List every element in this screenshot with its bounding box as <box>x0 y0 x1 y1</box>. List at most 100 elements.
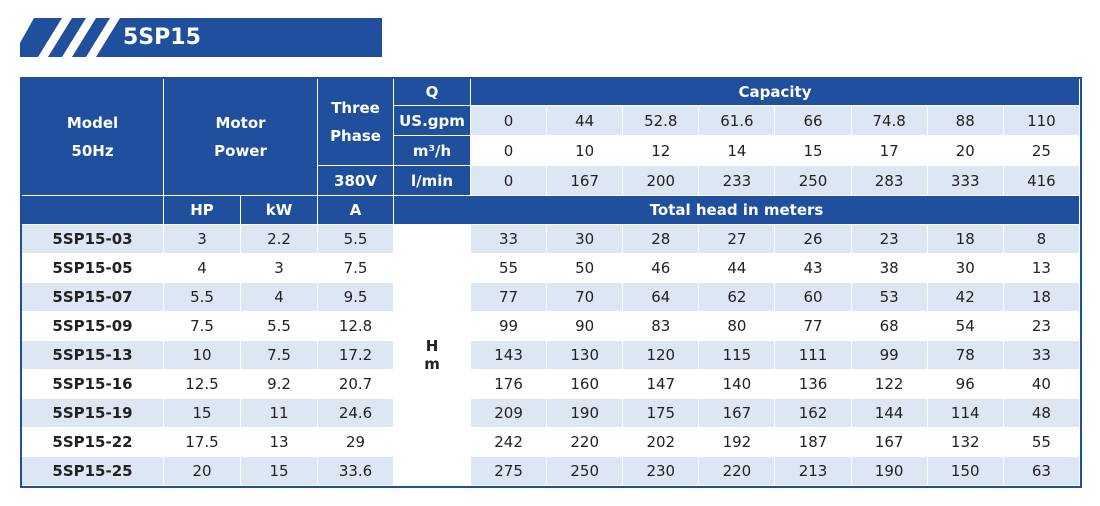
kw-value: 5.5 <box>241 312 319 341</box>
flow-value: 333 <box>927 166 1004 196</box>
h-unit-line: H <box>425 337 439 355</box>
head-value: 99 <box>471 312 548 341</box>
head-value: 27 <box>699 225 776 254</box>
flow-value: 167 <box>547 166 624 196</box>
flow-value: 0 <box>471 136 548 166</box>
head-value: 111 <box>775 341 852 370</box>
head-value: 192 <box>699 428 776 457</box>
head-value: 220 <box>547 428 624 457</box>
blank-header <box>22 196 164 225</box>
a-value: 7.5 <box>318 254 395 283</box>
head-value: 63 <box>1003 457 1080 486</box>
table-row: 5SP15-25 20 15 33.6 275 250 230 220 213 190 150 63 <box>22 457 1080 486</box>
head-value: 8 <box>1003 225 1080 254</box>
head-value: 50 <box>547 254 624 283</box>
head-value: 48 <box>1003 399 1080 428</box>
head-value: 99 <box>851 341 928 370</box>
kw-value: 13 <box>241 428 319 457</box>
flow-value: 0 <box>471 166 548 196</box>
head-value: 136 <box>775 370 852 399</box>
model-name: 5SP15-07 <box>22 283 164 312</box>
flow-value: 74.8 <box>851 106 928 136</box>
head-value: 213 <box>775 457 852 486</box>
voltage-header: 380V <box>318 166 395 196</box>
head-value: 64 <box>623 283 700 312</box>
table-row: 5SP15-05 4 3 7.5 55 50 46 44 43 38 30 13 <box>22 254 1080 283</box>
head-value: 18 <box>927 225 1004 254</box>
head-value: 115 <box>699 341 776 370</box>
spec-table: Model 50Hz Motor Power Three Phase Q Capacity US… <box>20 77 1082 488</box>
flow-value: 416 <box>1003 166 1080 196</box>
head-value: 70 <box>547 283 624 312</box>
total-head-header: Total head in meters <box>394 196 1080 225</box>
head-value: 54 <box>927 312 1004 341</box>
head-value: 96 <box>927 370 1004 399</box>
kw-value: 15 <box>241 457 319 486</box>
a-value: 33.6 <box>318 457 395 486</box>
flow-value: 110 <box>1003 106 1080 136</box>
phase-header: Three Phase <box>318 79 395 166</box>
hp-value: 10 <box>164 341 241 370</box>
table-row: 5SP15-22 17.5 13 29 242 220 202 192 187 167 132 55 <box>22 428 1080 457</box>
flow-unit: US.gpm <box>394 106 472 136</box>
hp-value: 17.5 <box>164 428 241 457</box>
a-header: A <box>318 196 395 225</box>
head-value: 77 <box>775 312 852 341</box>
flow-value: 66 <box>775 106 852 136</box>
hp-value: 15 <box>164 399 241 428</box>
flow-value: 14 <box>699 136 776 166</box>
table-row: US.gpm 0 44 52.8 61.6 66 74.8 88 110 <box>22 106 1080 136</box>
flow-value: 88 <box>927 106 1004 136</box>
head-value: 187 <box>775 428 852 457</box>
flow-unit: l/min <box>394 166 472 196</box>
head-value: 144 <box>851 399 928 428</box>
kw-header: kW <box>241 196 319 225</box>
capacity-header: Capacity <box>471 79 1080 106</box>
motor-header-line: Power <box>214 142 267 160</box>
h-unit-line: m <box>424 355 440 373</box>
head-value: 33 <box>471 225 548 254</box>
table-row: 5SP15-13 10 7.5 17.2 143 130 120 115 111 99 78 33 <box>22 341 1080 370</box>
head-value: 275 <box>471 457 548 486</box>
table-row: 380V l/min 0 167 200 233 250 283 333 416 <box>22 166 1080 196</box>
head-value: 150 <box>927 457 1004 486</box>
phase-header-line: Three <box>331 99 380 117</box>
head-value: 28 <box>623 225 700 254</box>
model-name: 5SP15-16 <box>22 370 164 399</box>
head-value: 140 <box>699 370 776 399</box>
head-value: 176 <box>471 370 548 399</box>
head-value: 147 <box>623 370 700 399</box>
flow-value: 44 <box>547 106 624 136</box>
table-row: 5SP15-19 15 11 24.6 209 190 175 167 162 144 114 48 <box>22 399 1080 428</box>
kw-value: 2.2 <box>241 225 319 254</box>
a-value: 12.8 <box>318 312 395 341</box>
flow-value: 200 <box>623 166 700 196</box>
head-value: 23 <box>851 225 928 254</box>
head-value: 55 <box>1003 428 1080 457</box>
model-name: 5SP15-09 <box>22 312 164 341</box>
head-value: 18 <box>1003 283 1080 312</box>
hp-header: HP <box>164 196 241 225</box>
head-value: 130 <box>547 341 624 370</box>
flow-unit: m³/h <box>394 136 472 166</box>
model-name: 5SP15-13 <box>22 341 164 370</box>
model-name: 5SP15-03 <box>22 225 164 254</box>
kw-value: 7.5 <box>241 341 319 370</box>
model-name: 5SP15-05 <box>22 254 164 283</box>
a-value: 20.7 <box>318 370 395 399</box>
title: 5SP15 <box>123 25 201 50</box>
table-row: 5SP15-09 7.5 5.5 12.8 99 90 83 80 77 68 54 23 <box>22 312 1080 341</box>
head-value: 80 <box>699 312 776 341</box>
flow-value: 233 <box>699 166 776 196</box>
head-value: 250 <box>547 457 624 486</box>
head-value: 60 <box>775 283 852 312</box>
table-row: HP kW A Total head in meters <box>22 196 1080 225</box>
motor-header-line: Motor <box>215 114 266 132</box>
head-value: 55 <box>471 254 548 283</box>
head-value: 78 <box>927 341 1004 370</box>
motor-header: Motor Power <box>164 79 319 196</box>
flow-value: 25 <box>1003 136 1080 166</box>
head-value: 38 <box>851 254 928 283</box>
head-value: 162 <box>775 399 852 428</box>
title-banner: 5SP15 <box>20 18 382 57</box>
